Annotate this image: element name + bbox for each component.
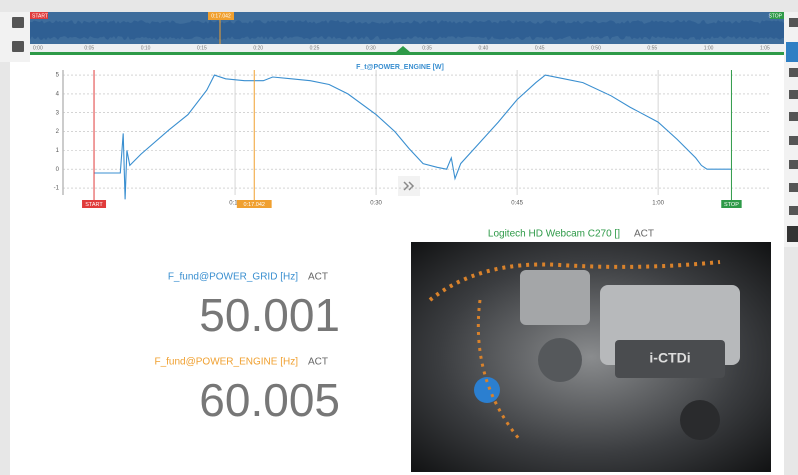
chart-title: F_t@POWER_ENGINE [W] [356,64,444,71]
cursor-label: 0:17.042 [211,13,231,19]
overview-time-label: 0:40 [479,45,489,51]
overview-time-label: 0:20 [253,45,263,51]
overview-time-label: 1:00 [704,45,714,51]
marker-label: START [85,202,103,208]
camera-status: ACT [634,229,654,240]
readout-value: 50.001 [199,289,340,341]
marker-label: 0:17.042 [244,202,265,208]
chart-icon[interactable] [789,160,798,169]
readout-value: 60.005 [199,374,340,426]
x-tick-label: 0:30 [370,201,382,207]
overview-time-label: 0:50 [591,45,601,51]
readout-label: F_fund@POWER_ENGINE [Hz] [154,357,298,368]
app-screen: F_t@POWER_ENGINE [W] i-CTDi START STOP 0:1… [0,0,798,475]
event-icon[interactable] [789,112,798,121]
layers-icon[interactable] [12,17,24,28]
overview-time-label: 0:10 [141,45,151,51]
readout-status: ACT [308,272,328,283]
camera-title: Logitech HD Webcam C270 [] [488,229,620,240]
car-icon[interactable] [789,206,798,215]
settings-icon[interactable] [789,18,798,27]
overview-time-label: 0:25 [310,45,320,51]
gauge-icon[interactable] [789,68,798,77]
overview-time-label: 0:00 [33,45,43,51]
marker-label: STOP [724,202,739,208]
overview-time-label: 1:05 [760,45,770,51]
overview-time-label: 0:05 [84,45,94,51]
y-tick-label: -1 [54,186,60,192]
info-icon[interactable] [787,226,798,242]
page: F_t@POWER_ENGINE [W] i-CTDi START STOP 0:1… [0,0,798,475]
readout-status: ACT [308,357,328,368]
report-icon[interactable] [789,90,798,99]
overview-time-label: 0:45 [535,45,545,51]
stop-label: STOP [768,13,782,19]
bar-icon[interactable] [789,183,798,192]
overview-time-label: 0:30 [366,45,376,51]
overview-time-label: 0:15 [197,45,207,51]
overview-time-label: 0:55 [647,45,657,51]
print-icon[interactable] [12,41,24,52]
svg-text:i-CTDi: i-CTDi [649,350,690,366]
overview-time-label: 0:35 [422,45,432,51]
overview-range-bar [30,52,784,55]
x-tick-label: 1:00 [652,201,664,207]
x-tick-label: 0:45 [511,201,523,207]
start-label: START [32,13,48,19]
readout-label: F_fund@POWER_GRID [Hz] [168,272,298,283]
overview-waveform [30,20,784,40]
list-icon[interactable] [786,42,798,62]
flag-icon[interactable] [789,136,798,145]
